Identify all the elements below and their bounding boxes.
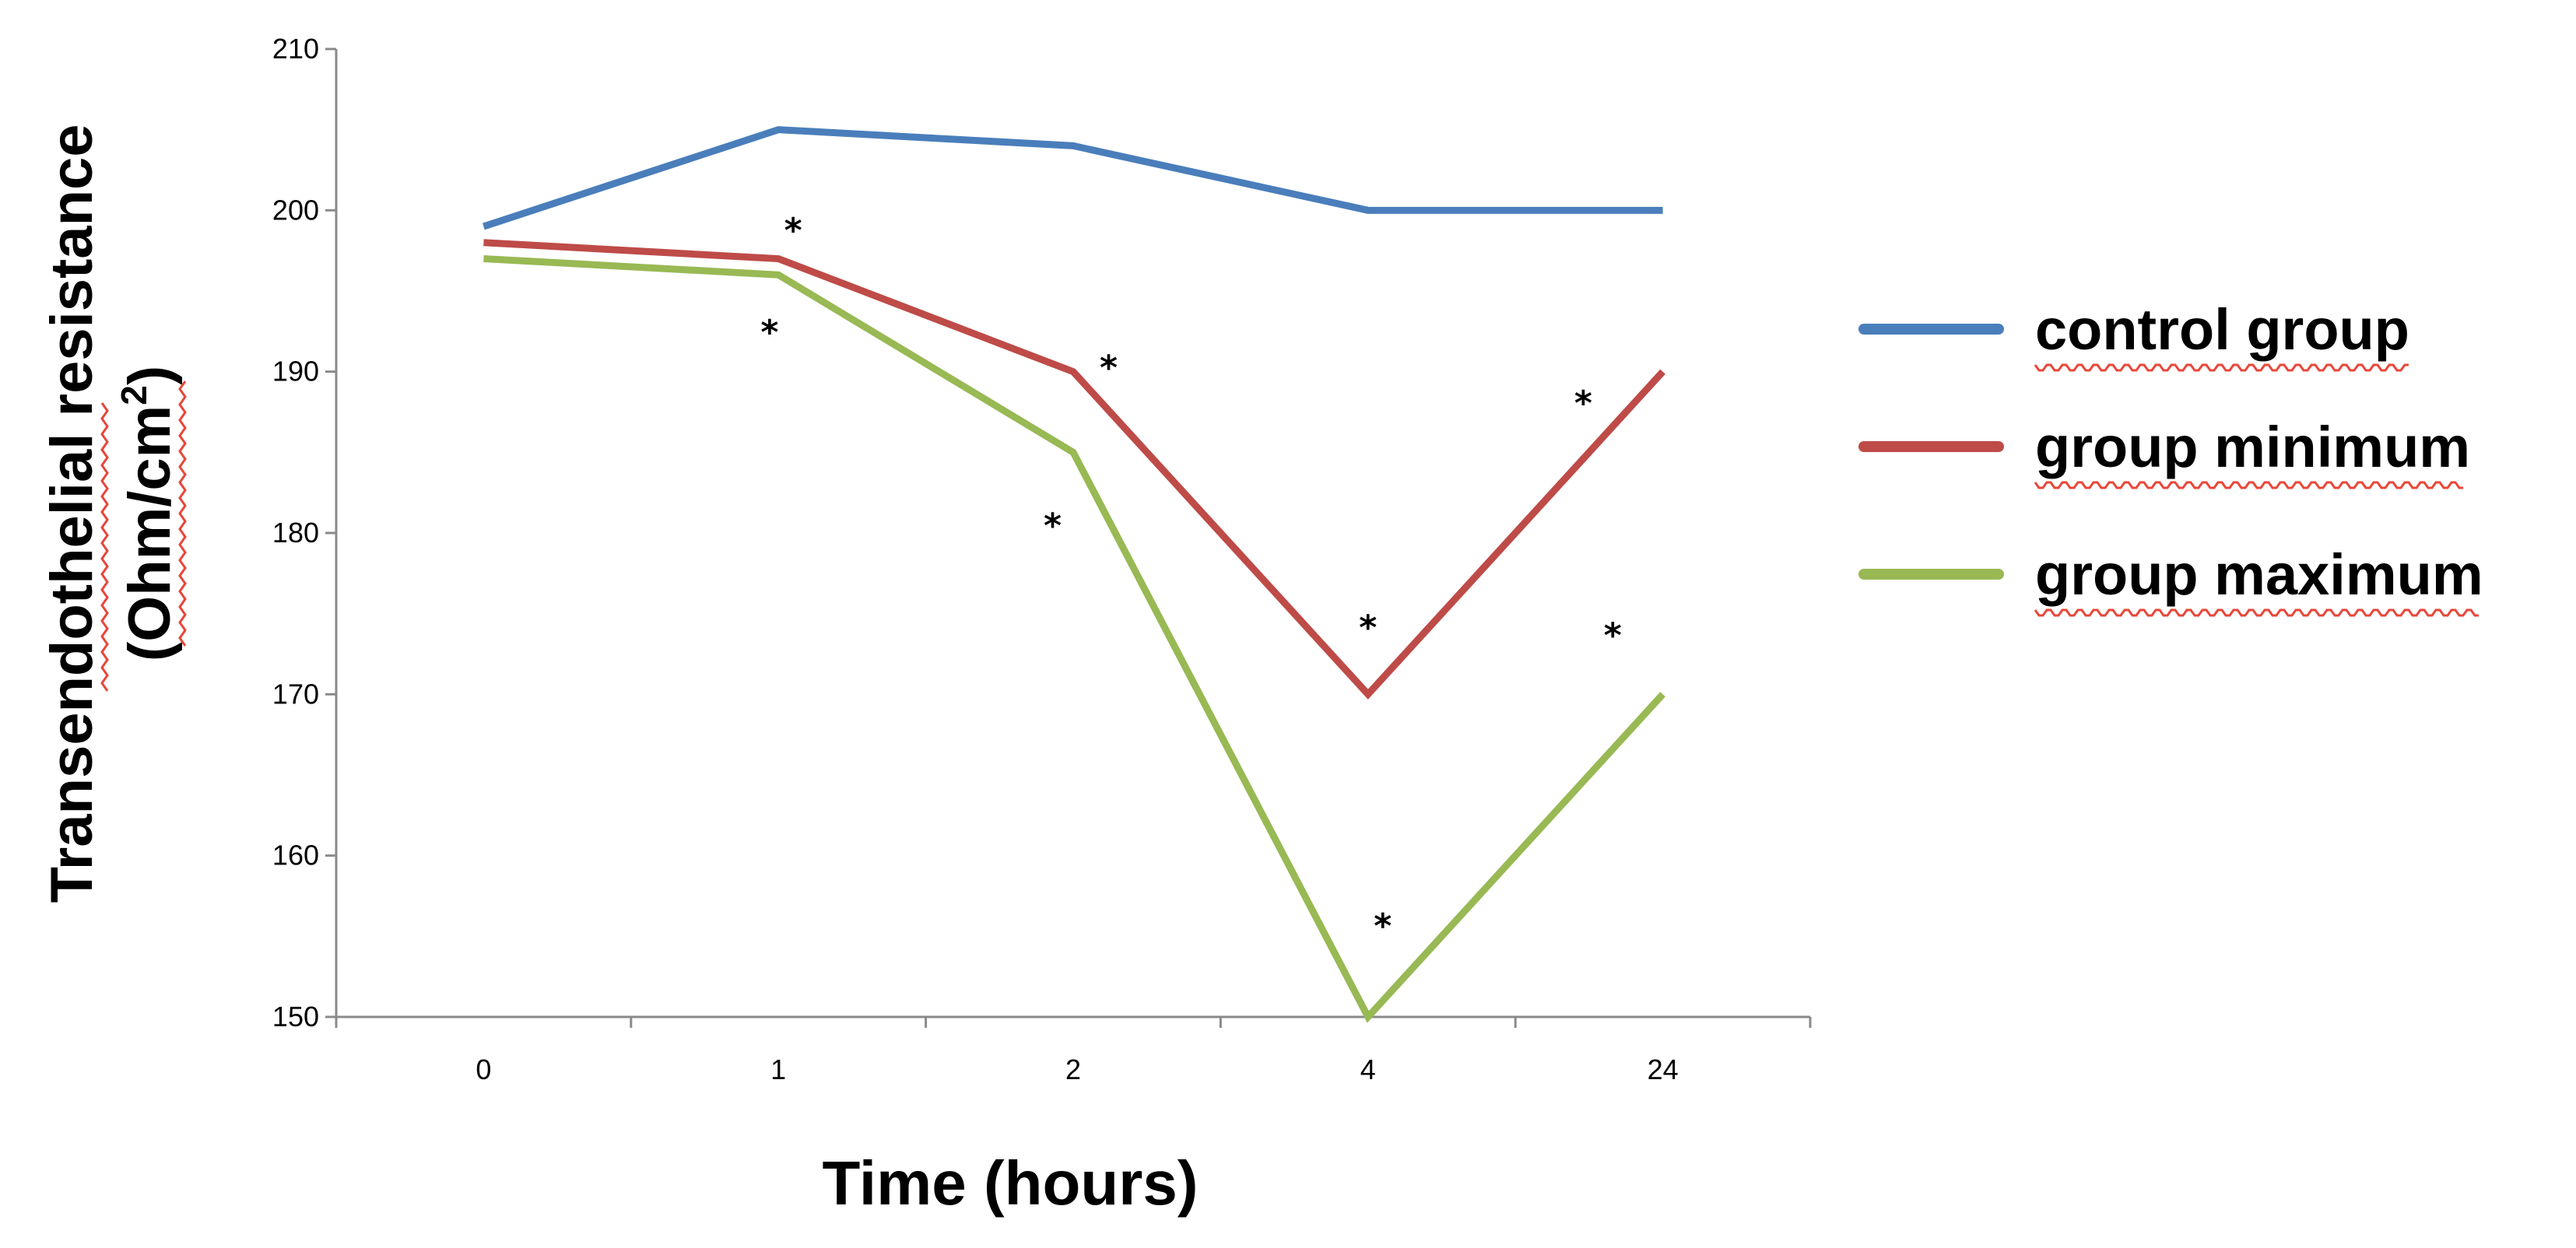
series-lines: [482, 126, 1665, 1023]
series-line-0: [482, 126, 1663, 230]
significance-star: *: [1359, 608, 1377, 647]
series-line-2: [483, 255, 1665, 1023]
y-tick-label: 180: [272, 517, 319, 549]
x-tick-label: 4: [1360, 1053, 1376, 1085]
y-tick-label: 200: [272, 194, 319, 226]
spellcheck-underline-icon: [2034, 481, 2463, 489]
spellcheck-underline-icon: [178, 380, 187, 647]
series-line-1: [483, 239, 1665, 700]
legend-label: group maximum: [2035, 542, 2483, 607]
y-axis-unit-superscript: 2: [114, 385, 154, 405]
significance-star: *: [1044, 507, 1062, 546]
y-axis-title-line2: (Ohm/cm2): [114, 366, 183, 661]
y-tick-label: 210: [272, 33, 319, 65]
spellcheck-underline-icon: [2034, 363, 2409, 372]
x-axis-title: Time (hours): [822, 1148, 1198, 1218]
y-tick-label: 160: [272, 840, 319, 871]
x-tick-label: 0: [476, 1053, 491, 1085]
significance-star: *: [1100, 348, 1118, 387]
x-tick-label: 2: [1065, 1053, 1081, 1085]
significance-star: *: [1574, 384, 1592, 423]
significance-markers: * * * * * * * *: [760, 211, 1621, 946]
x-tick-label: 24: [1648, 1053, 1679, 1085]
y-axis-title-line1: Transendothelial resistance: [39, 124, 105, 903]
y-axis-unit-close: ): [117, 366, 183, 385]
y-axis-unit: (Ohm/cm: [117, 405, 183, 661]
y-tick-label: 170: [272, 678, 319, 710]
y-ticks: 150 160 170 180 190 200 210: [272, 33, 336, 1032]
significance-star: *: [1374, 906, 1392, 946]
y-tick-label: 150: [272, 1001, 319, 1032]
legend-label: group minimum: [2035, 415, 2470, 479]
legend: control group group minimum group maximum: [1858, 297, 2483, 617]
y-tick-label: 190: [272, 356, 319, 387]
spellcheck-underline-icon: [100, 402, 109, 692]
spellcheck-underline-icon: [2034, 608, 2479, 617]
significance-star: *: [760, 313, 778, 352]
significance-star: *: [1604, 616, 1622, 656]
significance-star: *: [784, 211, 802, 251]
legend-label: control group: [2035, 297, 2409, 362]
x-ticks: 0 1 2 4 24: [335, 1017, 1812, 1085]
x-tick-label: 1: [770, 1053, 786, 1085]
